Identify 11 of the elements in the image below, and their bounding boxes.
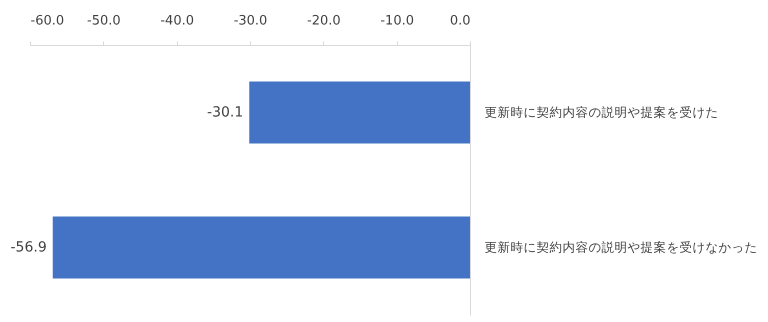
x-tick-label: -50.0 bbox=[87, 14, 121, 28]
x-tick-label: 0.0 bbox=[450, 14, 470, 28]
data-label: -30.1 bbox=[207, 104, 244, 120]
x-tick-label: -40.0 bbox=[160, 14, 194, 28]
x-tick-label: -20.0 bbox=[307, 14, 341, 28]
y-tick-label: 更新時に契約内容の説明や提案を受けた bbox=[484, 104, 718, 120]
x-tick-label: -60.0 bbox=[30, 14, 64, 28]
x-tick-label: -10.0 bbox=[380, 14, 414, 28]
y-tick-label: 更新時に契約内容の説明や提案を受けなかった bbox=[484, 240, 758, 254]
x-tick-label: -30.0 bbox=[234, 14, 268, 28]
data-label: -56.9 bbox=[10, 240, 47, 256]
